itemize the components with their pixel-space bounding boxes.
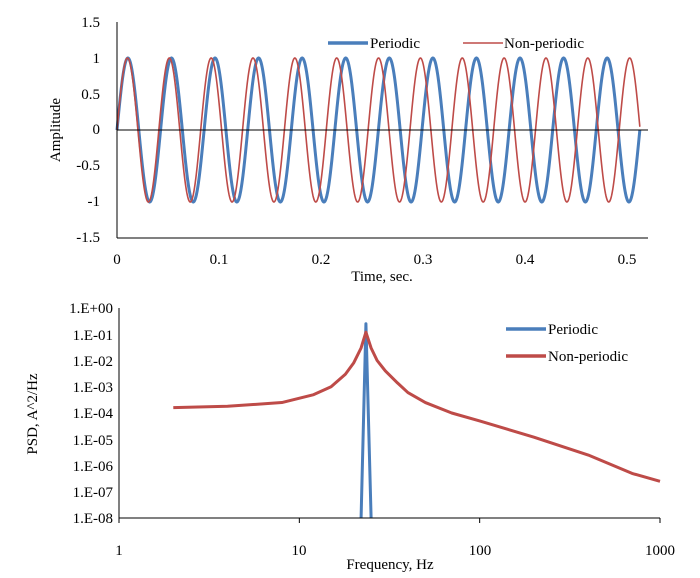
psd-ytick-label: 1.E-04 [73, 406, 114, 422]
psd-legend-label-periodic: Periodic [548, 322, 598, 338]
psd-xtick-labels: 1 10 100 1000 [115, 543, 675, 559]
psd-plot-area [173, 322, 661, 519]
time-ytick-label: -0.5 [76, 158, 100, 174]
psd-xtick-label: 100 [469, 543, 492, 559]
time-xtick-label: 0.1 [210, 252, 229, 268]
psd-xtick-label: 1000 [645, 543, 675, 559]
time-legend-label-periodic: Periodic [370, 36, 420, 52]
psd-series-line-periodic [359, 322, 373, 519]
time-xtick-label: 0.5 [618, 252, 637, 268]
time-chart: 1.5 1 0.5 0 -0.5 -1 -1.5 0 0.1 0.2 0.3 0… [48, 15, 648, 285]
psd-y-axis-title: PSD, A^2/Hz [25, 373, 41, 455]
time-y-axis-title: Amplitude [48, 98, 64, 163]
time-legend-label-nonperiodic: Non-periodic [504, 36, 584, 52]
psd-xtick-marks [118, 518, 661, 523]
psd-ytick-labels: 1.E+00 1.E-01 1.E-02 1.E-03 1.E-04 1.E-0… [69, 301, 113, 527]
psd-ytick-label: 1.E+00 [69, 301, 113, 317]
psd-ytick-label: 1.E-02 [73, 354, 113, 370]
time-ytick-labels: 1.5 1 0.5 0 -0.5 -1 -1.5 [76, 15, 100, 246]
time-xtick-label: 0 [113, 252, 121, 268]
time-ytick-label: -1 [88, 194, 101, 210]
psd-ytick-label: 1.E-07 [73, 485, 114, 501]
psd-ytick-label: 1.E-01 [73, 328, 113, 344]
time-ytick-label: 0 [93, 122, 101, 138]
psd-xtick-label: 10 [292, 543, 307, 559]
time-ytick-label: 1.5 [81, 15, 100, 31]
psd-legend-label-nonperiodic: Non-periodic [548, 349, 628, 365]
time-legend: Periodic Non-periodic [328, 36, 584, 52]
psd-ytick-label: 1.E-08 [73, 511, 113, 527]
time-ytick-label: -1.5 [76, 230, 100, 246]
time-series-line-nonperiodic [116, 57, 641, 203]
psd-chart: 1.E+00 1.E-01 1.E-02 1.E-03 1.E-04 1.E-0… [25, 301, 675, 573]
psd-series-line-nonperiodic [173, 330, 661, 483]
time-x-axis-title: Time, sec. [351, 269, 413, 285]
psd-legend: Periodic Non-periodic [506, 322, 628, 365]
psd-xtick-label: 1 [115, 543, 123, 559]
time-xtick-label: 0.3 [414, 252, 433, 268]
psd-ytick-label: 1.E-06 [73, 459, 114, 475]
psd-ytick-label: 1.E-03 [73, 380, 113, 396]
psd-x-axis-title: Frequency, Hz [346, 557, 434, 573]
time-ytick-label: 0.5 [81, 87, 100, 103]
time-xtick-label: 0.2 [312, 252, 331, 268]
time-xtick-label: 0.4 [516, 252, 535, 268]
time-ytick-label: 1 [93, 51, 101, 67]
time-xtick-labels: 0 0.1 0.2 0.3 0.4 0.5 [113, 252, 636, 268]
psd-ytick-label: 1.E-05 [73, 433, 113, 449]
